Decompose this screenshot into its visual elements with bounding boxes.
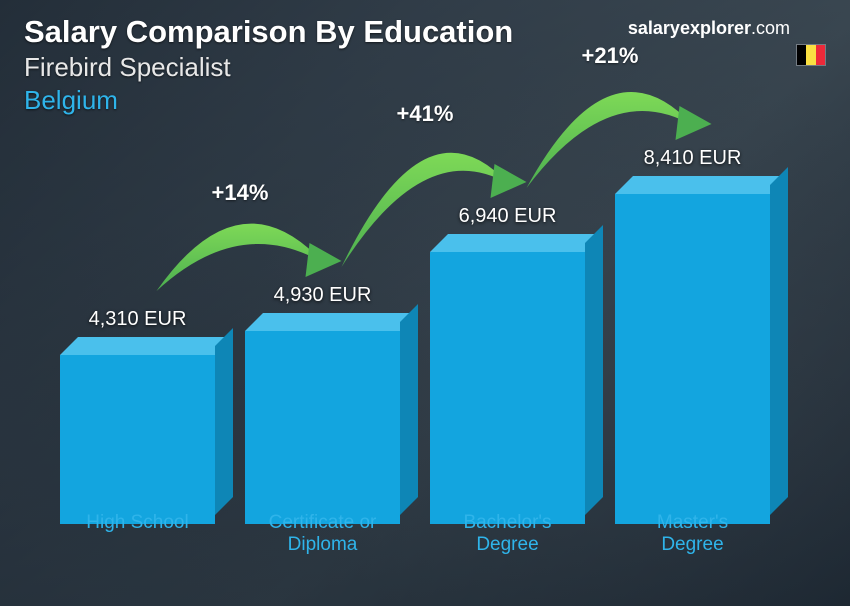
bar-side-face — [215, 328, 233, 515]
flag-stripe-2 — [806, 45, 815, 65]
bar-col: 8,410 EUR — [615, 147, 770, 506]
increase-badge: +41% — [397, 101, 454, 127]
increase-badge: +14% — [212, 180, 269, 206]
bar — [615, 176, 770, 506]
flag-icon — [796, 44, 826, 66]
bar-value: 4,930 EUR — [274, 284, 372, 307]
bar-top-face — [60, 337, 215, 355]
bar-side-face — [585, 225, 603, 515]
bar-front-face — [60, 355, 215, 524]
bar — [60, 337, 215, 506]
bar-top-face — [430, 234, 585, 252]
flag-stripe-3 — [816, 45, 825, 65]
bar-value: 8,410 EUR — [644, 147, 742, 170]
bar-side-face — [770, 167, 788, 515]
bar-label: Bachelor'sDegree — [430, 506, 585, 556]
chart-area: 4,310 EUR 4,930 EUR 6,940 EUR 8,410 EUR Hig… — [40, 130, 790, 556]
bar-label: High School — [60, 506, 215, 556]
bar-label: Certificate orDiploma — [245, 506, 400, 556]
bar — [245, 313, 400, 506]
labels-container: High School Certificate orDiploma Bachelor… — [40, 506, 790, 556]
increase-badge: +21% — [582, 43, 639, 69]
flag-stripe-1 — [797, 45, 806, 65]
bar — [430, 234, 585, 506]
bar-front-face — [245, 331, 400, 524]
bar-col: 4,310 EUR — [60, 308, 215, 506]
bar-col: 4,930 EUR — [245, 284, 400, 506]
bar-value: 4,310 EUR — [89, 308, 187, 331]
bar-top-face — [245, 313, 400, 331]
bars-container: 4,310 EUR 4,930 EUR 6,940 EUR 8,410 EUR — [40, 130, 790, 506]
bar-value: 6,940 EUR — [459, 205, 557, 228]
bar-side-face — [400, 304, 418, 515]
bar-front-face — [615, 194, 770, 524]
bar-front-face — [430, 252, 585, 524]
bar-label: Master'sDegree — [615, 506, 770, 556]
bar-col: 6,940 EUR — [430, 205, 585, 506]
bar-top-face — [615, 176, 770, 194]
